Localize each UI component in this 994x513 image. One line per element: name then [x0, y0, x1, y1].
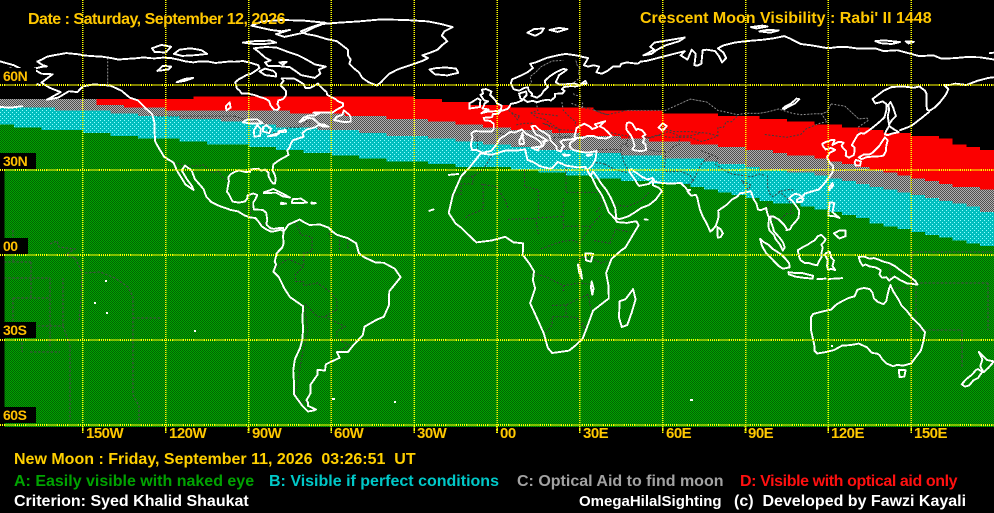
svg-text:Crescent Moon Visibility : Rab: Crescent Moon Visibility : Rabi' II 1448	[640, 10, 932, 27]
svg-text:New Moon : Friday, September 1: New Moon : Friday, September 11, 2026 03…	[14, 451, 416, 468]
svg-text:C: Optical Aid to find moon: C: Optical Aid to find moon	[517, 473, 724, 490]
svg-text:30N: 30N	[3, 153, 28, 169]
svg-text:120E: 120E	[831, 425, 865, 442]
svg-text:B: Visible if perfect conditio: B: Visible if perfect conditions	[269, 473, 499, 490]
svg-text:120W: 120W	[169, 425, 208, 442]
svg-text:60N: 60N	[3, 68, 28, 84]
svg-text:60S: 60S	[3, 407, 27, 423]
svg-text:30S: 30S	[3, 322, 27, 338]
svg-text:150E: 150E	[914, 425, 948, 442]
svg-text:D: Visible with optical aid on: D: Visible with optical aid only	[740, 473, 958, 490]
svg-text:Date : Saturday, September 12,: Date : Saturday, September 12, 2026	[28, 11, 286, 28]
svg-text:(c) Developed by Fawzi Kayali: (c) Developed by Fawzi Kayali	[734, 493, 966, 510]
svg-text:OmegaHilalSighting: OmegaHilalSighting	[579, 493, 722, 510]
svg-text:60E: 60E	[666, 425, 692, 442]
svg-text:90E: 90E	[748, 425, 774, 442]
svg-text:30E: 30E	[583, 425, 609, 442]
svg-text:30W: 30W	[417, 425, 448, 442]
svg-text:00: 00	[3, 238, 18, 254]
svg-text:150W: 150W	[86, 425, 125, 442]
svg-text:00: 00	[500, 425, 516, 442]
svg-text:Criterion: Syed Khalid Shaukat: Criterion: Syed Khalid Shaukat	[14, 493, 249, 510]
svg-text:A: Easily visible with naked e: A: Easily visible with naked eye	[14, 473, 254, 490]
svg-text:60W: 60W	[334, 425, 365, 442]
svg-text:90W: 90W	[252, 425, 283, 442]
